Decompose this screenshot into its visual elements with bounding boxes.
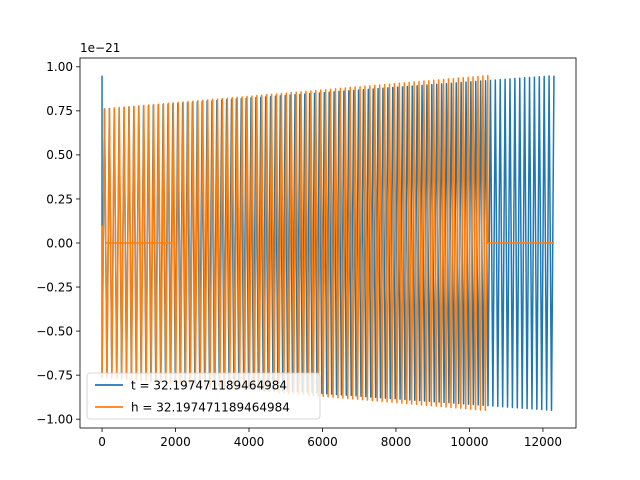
legend-frame <box>86 372 321 420</box>
legend: t = 32.197471189464984 h = 32.1974711894… <box>86 372 321 420</box>
legend-label-h: h = 32.197471189464984 <box>131 401 290 415</box>
y-tick-label: 0.00 <box>46 236 73 250</box>
x-tick-label: 2000 <box>160 435 191 449</box>
x-tick-label: 10000 <box>450 435 488 449</box>
x-tick-label: 12000 <box>524 435 562 449</box>
y-tick-label: 0.50 <box>46 148 73 162</box>
axis-layer: 0 2000 4000 6000 8000 10000 12000 1.00 0.75 0.50 0… <box>36 60 562 449</box>
y-tick-label: −0.50 <box>36 324 73 338</box>
x-tick-label: 4000 <box>234 435 265 449</box>
legend-label-t: t = 32.197471189464984 <box>131 379 287 393</box>
y-tick-label: −1.00 <box>36 412 73 426</box>
y-tick-label: 1.00 <box>46 60 73 74</box>
x-tick-label: 0 <box>98 435 106 449</box>
y-offset-label: 1e−21 <box>80 41 120 55</box>
y-tick-label: 0.75 <box>46 104 73 118</box>
series-line-1 <box>101 74 554 412</box>
x-tick-label: 8000 <box>381 435 412 449</box>
x-tick-label: 6000 <box>307 435 338 449</box>
y-tick-label: −0.25 <box>36 280 73 294</box>
y-tick-label: 0.25 <box>46 192 73 206</box>
y-tick-label: −0.75 <box>36 368 73 382</box>
